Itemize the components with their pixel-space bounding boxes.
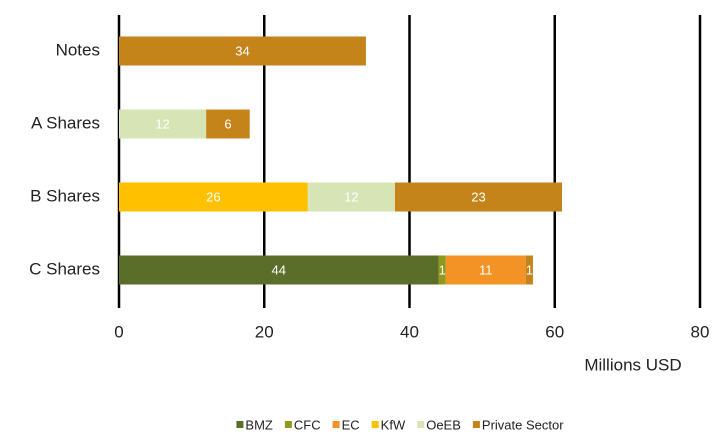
x-tick-label: 40 <box>400 322 419 341</box>
data-label: 34 <box>235 43 249 58</box>
data-label: 6 <box>224 116 231 131</box>
data-label: 26 <box>206 189 220 204</box>
legend-label: KfW <box>381 417 406 432</box>
x-axis-label: Millions USD <box>584 355 681 374</box>
x-tick-label: 60 <box>545 322 564 341</box>
x-tick-label: 0 <box>114 322 123 341</box>
legend-label: BMZ <box>245 417 273 432</box>
bar-segment <box>119 109 207 139</box>
bar-segment <box>445 255 526 285</box>
data-label: 23 <box>471 189 485 204</box>
bar-segment <box>394 182 563 212</box>
legend-label: OeEB <box>426 417 461 432</box>
data-label: 1 <box>526 262 533 277</box>
y-tick-label: C Shares <box>29 259 100 278</box>
bar-segment <box>307 182 395 212</box>
data-label: 12 <box>155 116 169 131</box>
legend-swatch <box>417 421 425 428</box>
legend-label: EC <box>342 417 360 432</box>
data-label: 12 <box>344 189 358 204</box>
x-tick-label: 80 <box>691 322 710 341</box>
legend-swatch <box>472 421 480 428</box>
legend-label: Private Sector <box>482 417 564 432</box>
bar-segment <box>525 255 533 285</box>
data-label: 1 <box>439 262 446 277</box>
x-tick-label: 20 <box>255 322 274 341</box>
legend-swatch <box>332 421 340 428</box>
bar-segment <box>119 36 366 66</box>
bar-segment <box>119 182 308 212</box>
y-tick-label: Notes <box>56 40 100 59</box>
bar-segment <box>206 109 250 139</box>
legend-swatch <box>371 421 379 428</box>
data-label: 11 <box>479 262 493 277</box>
legend-swatch <box>284 421 292 428</box>
legend-swatch <box>236 421 244 428</box>
legend-label: CFC <box>294 417 321 432</box>
y-tick-label: B Shares <box>30 186 100 205</box>
bar-segment <box>119 255 439 285</box>
y-tick-label: A Shares <box>31 113 100 132</box>
data-label: 44 <box>272 262 286 277</box>
bar-segment <box>438 255 446 285</box>
